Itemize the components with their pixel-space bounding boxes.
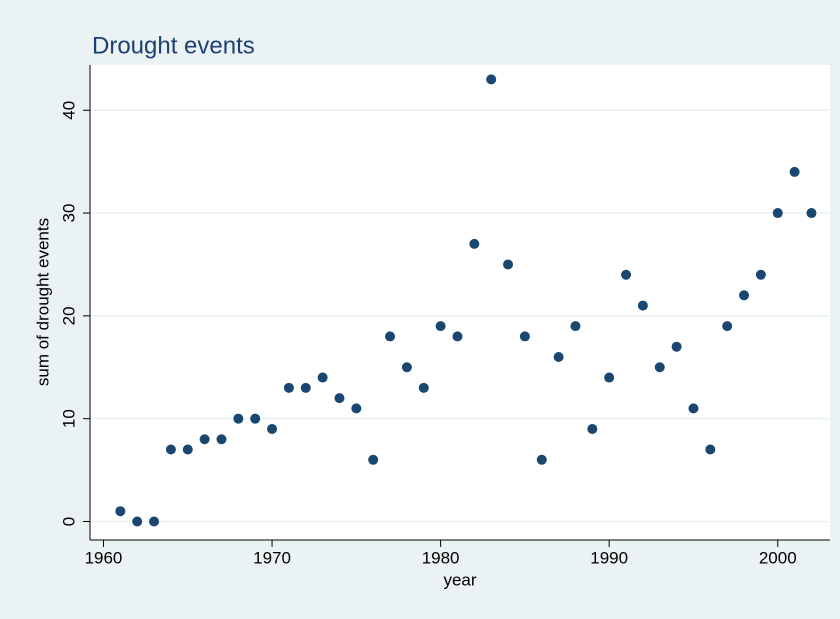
point xyxy=(519,331,530,342)
point xyxy=(317,372,328,383)
y-tick-label: 10 xyxy=(59,409,78,428)
y-tick-label: 30 xyxy=(59,204,78,223)
point xyxy=(368,454,379,465)
point xyxy=(418,382,429,393)
point xyxy=(637,300,648,311)
point xyxy=(486,74,497,85)
point xyxy=(789,166,800,177)
point xyxy=(671,341,682,352)
point xyxy=(115,506,126,517)
point xyxy=(654,362,665,373)
point xyxy=(621,269,632,280)
y-tick-label: 40 xyxy=(59,101,78,120)
point xyxy=(351,403,362,414)
point xyxy=(755,269,766,280)
plot-area xyxy=(90,65,830,540)
point xyxy=(334,393,345,404)
point xyxy=(739,290,750,301)
x-tick-label: 1990 xyxy=(590,548,628,567)
point xyxy=(705,444,716,455)
point xyxy=(452,331,463,342)
point xyxy=(385,331,396,342)
point xyxy=(536,454,547,465)
point xyxy=(570,321,581,332)
point xyxy=(267,423,278,434)
point xyxy=(553,351,564,362)
point xyxy=(199,434,210,445)
point xyxy=(233,413,244,424)
y-tick-label: 0 xyxy=(59,517,78,526)
point xyxy=(772,208,783,219)
chart-title: Drought events xyxy=(92,32,255,59)
x-axis-label: year xyxy=(443,570,476,589)
point xyxy=(688,403,699,414)
point xyxy=(132,516,143,527)
point xyxy=(435,321,446,332)
point xyxy=(401,362,412,373)
x-tick-label: 1980 xyxy=(422,548,460,567)
point xyxy=(182,444,193,455)
point xyxy=(283,382,294,393)
x-tick-label: 2000 xyxy=(759,548,797,567)
point xyxy=(300,382,311,393)
point xyxy=(149,516,160,527)
point xyxy=(216,434,227,445)
point xyxy=(722,321,733,332)
point xyxy=(165,444,176,455)
point xyxy=(469,238,480,249)
y-axis-label: sum of drought events xyxy=(33,218,52,386)
x-tick-label: 1970 xyxy=(253,548,291,567)
point xyxy=(806,208,817,219)
y-tick-label: 20 xyxy=(59,306,78,325)
point xyxy=(250,413,261,424)
point xyxy=(604,372,615,383)
x-tick-label: 1960 xyxy=(85,548,123,567)
point xyxy=(587,423,598,434)
point xyxy=(503,259,514,270)
